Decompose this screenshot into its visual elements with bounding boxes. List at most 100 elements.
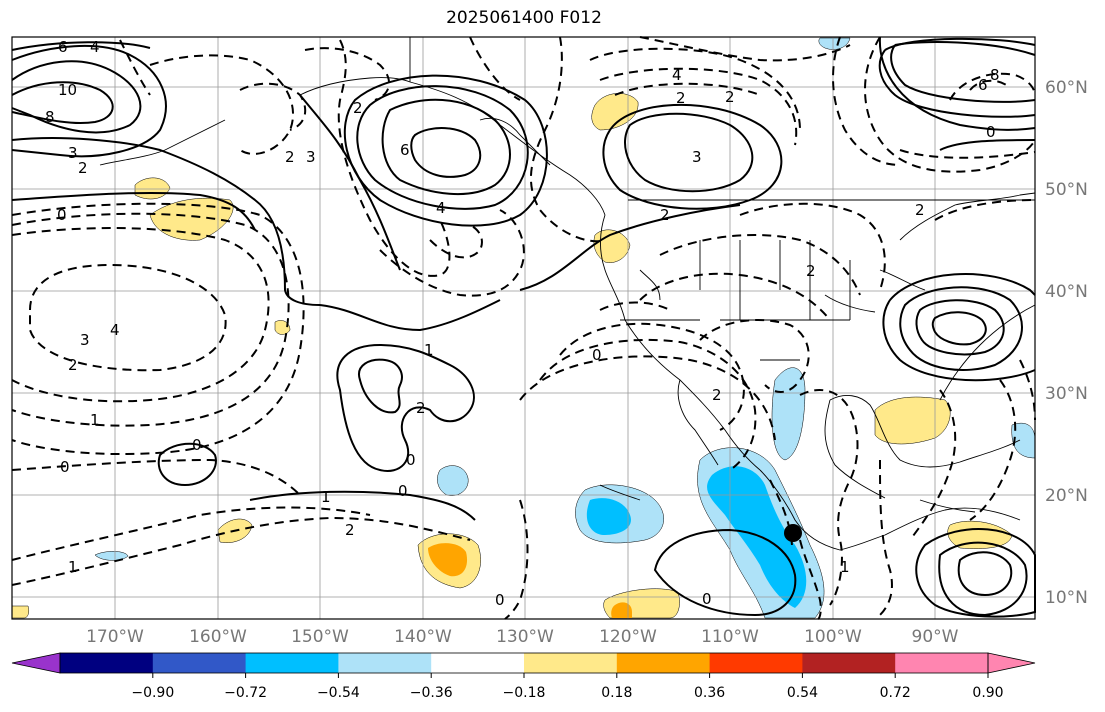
contour-label: 1 [68,558,78,576]
lat-label: 10°N [1045,588,1088,608]
contour-label: 0 [192,436,202,454]
lon-label: 160°W [189,627,247,647]
contour-label: 2 [660,206,670,224]
contour-label: 2 [353,99,363,117]
colorbar-extend-min [11,652,61,674]
colorbar-cell [338,653,432,673]
contour-label: 1 [321,488,331,506]
colorbar-extend-max [987,652,1036,674]
map-panel: 6 4 10 8 3 2 0 6 4 2 3 2 1 2 0 0 1 0 6 8… [11,36,1036,620]
contour-labels: 6 4 10 8 3 2 0 6 4 2 3 2 1 2 0 0 1 0 6 8… [45,38,1000,609]
contour-label: 2 [285,148,295,166]
contour-label: 3 [68,144,78,162]
lat-label: 50°N [1045,180,1088,200]
map-background [12,37,1035,619]
lat-label: 60°N [1045,78,1088,98]
contour-label: 1 [840,558,850,576]
shade-orange-7 [428,543,468,577]
contour-label: 0 [986,123,996,141]
contour-label: 8 [45,108,55,126]
colorbar-cell [802,653,896,673]
colorbar-tick-label: 0.72 [880,685,911,701]
contour-label: 8 [990,66,1000,84]
contour-label: 0 [406,451,416,469]
lon-label: 150°W [291,627,349,647]
contour-label: 3 [692,148,702,166]
colorbar-cell [709,653,803,673]
shade-cyan-gulf [707,466,807,608]
colorbar-cell [524,653,618,673]
contour-label: 0 [398,482,408,500]
solid-contours [11,36,1036,618]
lon-label: 120°W [599,627,657,647]
colorbar-cell [431,653,525,673]
contour-label: 2 [806,262,816,280]
shade-blue-sw [771,367,806,461]
shade-yellow-11 [274,320,291,335]
map-title: 2025061400 F012 [446,8,602,28]
contour-label: 2 [416,399,426,417]
dashed-contours [11,36,1036,620]
contour-label: 4 [436,199,446,217]
contour-label: 0 [495,591,505,609]
colorbar-tick-label: −0.90 [131,685,174,701]
contour-label: 3 [80,331,90,349]
lon-label: 140°W [394,627,452,647]
contour-label: 6 [58,38,68,56]
lat-label: 30°N [1045,384,1088,404]
contour-label: 3 [306,148,316,166]
shade-blue-hawaii [437,465,469,496]
lon-label: 110°W [701,627,759,647]
lat-label: 40°N [1045,282,1088,302]
shade-blue-alaska [818,37,851,50]
shade-orange-8 [611,602,632,618]
contour-label: 2 [915,201,925,219]
colorbar-cell [895,653,989,673]
longitude-labels: 170°W 160°W 150°W 140°W 130°W 120°W 110°… [86,627,959,647]
latitude-labels: 60°N 50°N 40°N 30°N 20°N 10°N [1045,78,1088,608]
colorbar-tick-label: −0.18 [503,685,546,701]
map-frame [11,36,1036,620]
lon-label: 90°W [912,627,959,647]
contour-label: 4 [110,321,120,339]
contour-label: 2 [676,89,686,107]
contour-label: 0 [60,458,70,476]
colorbar-tick-label: −0.36 [410,685,453,701]
lon-label: 100°W [804,627,862,647]
contour-label: 2 [345,521,355,539]
storm-center-marker[interactable] [784,524,802,542]
colorbar-tick-label: −0.72 [224,685,267,701]
contour-label: 0 [57,206,67,224]
contour-label: 2 [68,356,78,374]
contour-label: 4 [90,38,100,56]
colorbar-cells [60,653,989,673]
lon-label: 130°W [496,627,554,647]
shade-yellow-10 [11,605,30,619]
colorbar-tick-label: 0.36 [694,685,725,701]
contour-label: 2 [78,159,88,177]
contour-label: 1 [424,341,434,359]
contour-label: 0 [592,346,602,364]
contour-label: 2 [725,88,735,106]
colorbar-tick-label: −0.54 [317,685,360,701]
contour-label: 0 [702,590,712,608]
contour-label: 6 [400,141,410,159]
contour-label: 10 [58,81,77,99]
lat-label: 20°N [1045,486,1088,506]
colorbar-cell [60,653,154,673]
colorbar-cell [616,653,711,673]
shade-blue-12 [94,551,129,561]
colorbar-tick-label: 0.54 [787,685,818,701]
contour-label: 1 [90,411,100,429]
contour-label: 6 [978,76,988,94]
colorbar: −0.90 −0.72 −0.54 −0.36 −0.18 0.18 0.36 0.54 0.7… [11,652,1036,701]
colorbar-tick-label: 0.90 [972,685,1003,701]
colorbar-cell [152,653,247,673]
contour-label: 4 [672,66,682,84]
colorbar-ticks: −0.90 −0.72 −0.54 −0.36 −0.18 0.18 0.36 0.54 0.7… [131,673,1004,701]
shade-cyan-pacific [586,498,631,535]
shaded-regions [11,37,1036,619]
colorbar-tick-label: 0.18 [601,685,632,701]
colorbar-cell [245,653,339,673]
